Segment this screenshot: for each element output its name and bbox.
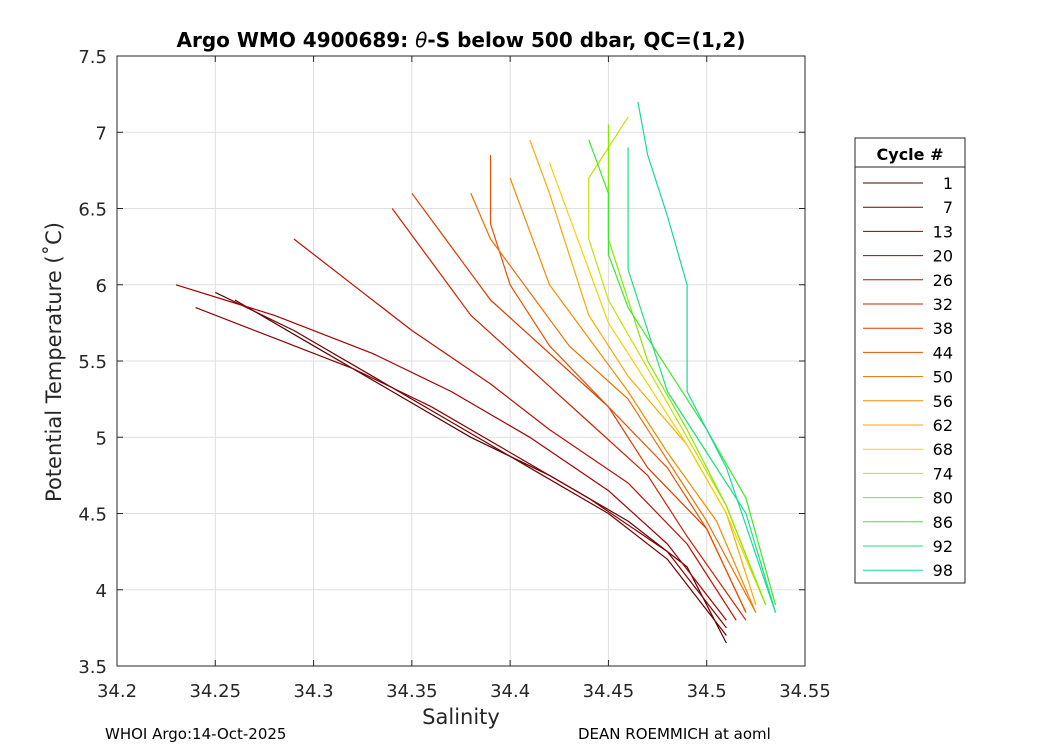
legend-label: 62 [933,416,953,435]
y-tick-label: 5.5 [78,352,107,373]
legend-label: 13 [933,222,953,241]
legend-label: 56 [933,392,953,411]
series-line-cycle-80 [607,124,767,606]
y-tick-label: 5 [96,428,107,449]
y-axis-label: Potential Temperature (˚C) [42,222,66,502]
x-tick-label: 34.45 [583,681,635,702]
y-tick-label: 4 [96,581,107,602]
legend-label: 74 [933,464,953,483]
title-prefix: Argo WMO 4900689: [177,28,416,52]
series-line-cycle-7 [215,291,727,636]
legend-label: 7 [943,198,953,217]
x-tick-label: 34.35 [386,681,438,702]
legend-label: 50 [933,368,953,387]
series-line-cycle-38 [411,192,747,613]
series-line-cycle-26 [293,238,737,621]
plot-layer [175,101,777,644]
legend: Cycle # 1 7 13 20 26 32 38 44 50 56 62 68 74 80 86 92 98 [854,137,966,584]
y-tick-label: 3.5 [78,657,107,678]
footer-timestamp: WHOI Argo:14-Oct-2025 [105,725,287,743]
series-line-cycle-13 [195,307,727,629]
legend-label: 80 [933,489,953,508]
grid-layer [116,55,806,667]
y-tick-label: 6.5 [78,200,107,221]
title-suffix: -S below 500 dbar, QC=(1,2) [427,28,745,52]
y-tick-label: 6 [96,276,107,297]
legend-label: 44 [933,343,953,362]
x-tick-label: 34.3 [294,681,334,702]
title-theta: θ [415,28,427,52]
series-line-cycle-50 [470,193,757,613]
x-tick-label: 34.5 [687,681,727,702]
series-line-cycle-20 [175,284,727,621]
chart-title: Argo WMO 4900689: θ-S below 500 dbar, QC… [177,28,746,52]
legend-label: 38 [933,319,953,338]
legend-box [854,137,966,584]
legend-label: 68 [933,440,953,459]
legend-title: Cycle # [877,145,944,164]
x-axis-label: Salinity [422,705,500,729]
series-line-cycle-92 [627,147,777,613]
x-tick-label: 34.55 [779,681,831,702]
series-line-cycle-56 [509,177,757,613]
legend-label: 86 [933,513,953,532]
x-tick-label: 34.4 [490,681,530,702]
legend-label: 1 [943,174,953,193]
y-tick-label: 7.5 [78,47,107,68]
legend-items: 1 7 13 20 26 32 38 44 50 56 62 68 74 80 86 92 98 [863,174,953,580]
legend-label: 98 [933,561,953,580]
series-line-cycle-44 [489,155,747,613]
series-line-cycle-32 [391,208,747,621]
legend-label: 20 [933,247,953,266]
x-tick-label: 34.25 [190,681,242,702]
x-tick-label: 34.2 [97,681,137,702]
y-tick-label: 7 [96,123,107,144]
legend-label: 32 [933,295,953,314]
y-tick-label: 4.5 [78,505,107,526]
footer-credit: DEAN ROEMMICH at aoml [578,725,771,743]
series-line-cycle-86 [588,139,777,606]
tick-layer: 34.2 34.25 34.3 34.35 34.4 34.45 34.5 34.55 3.5 4… [78,47,830,702]
legend-label: 92 [933,537,953,556]
legend-label: 26 [933,271,953,290]
series-line-cycle-98 [637,101,777,613]
series-line-cycle-68 [548,162,767,606]
